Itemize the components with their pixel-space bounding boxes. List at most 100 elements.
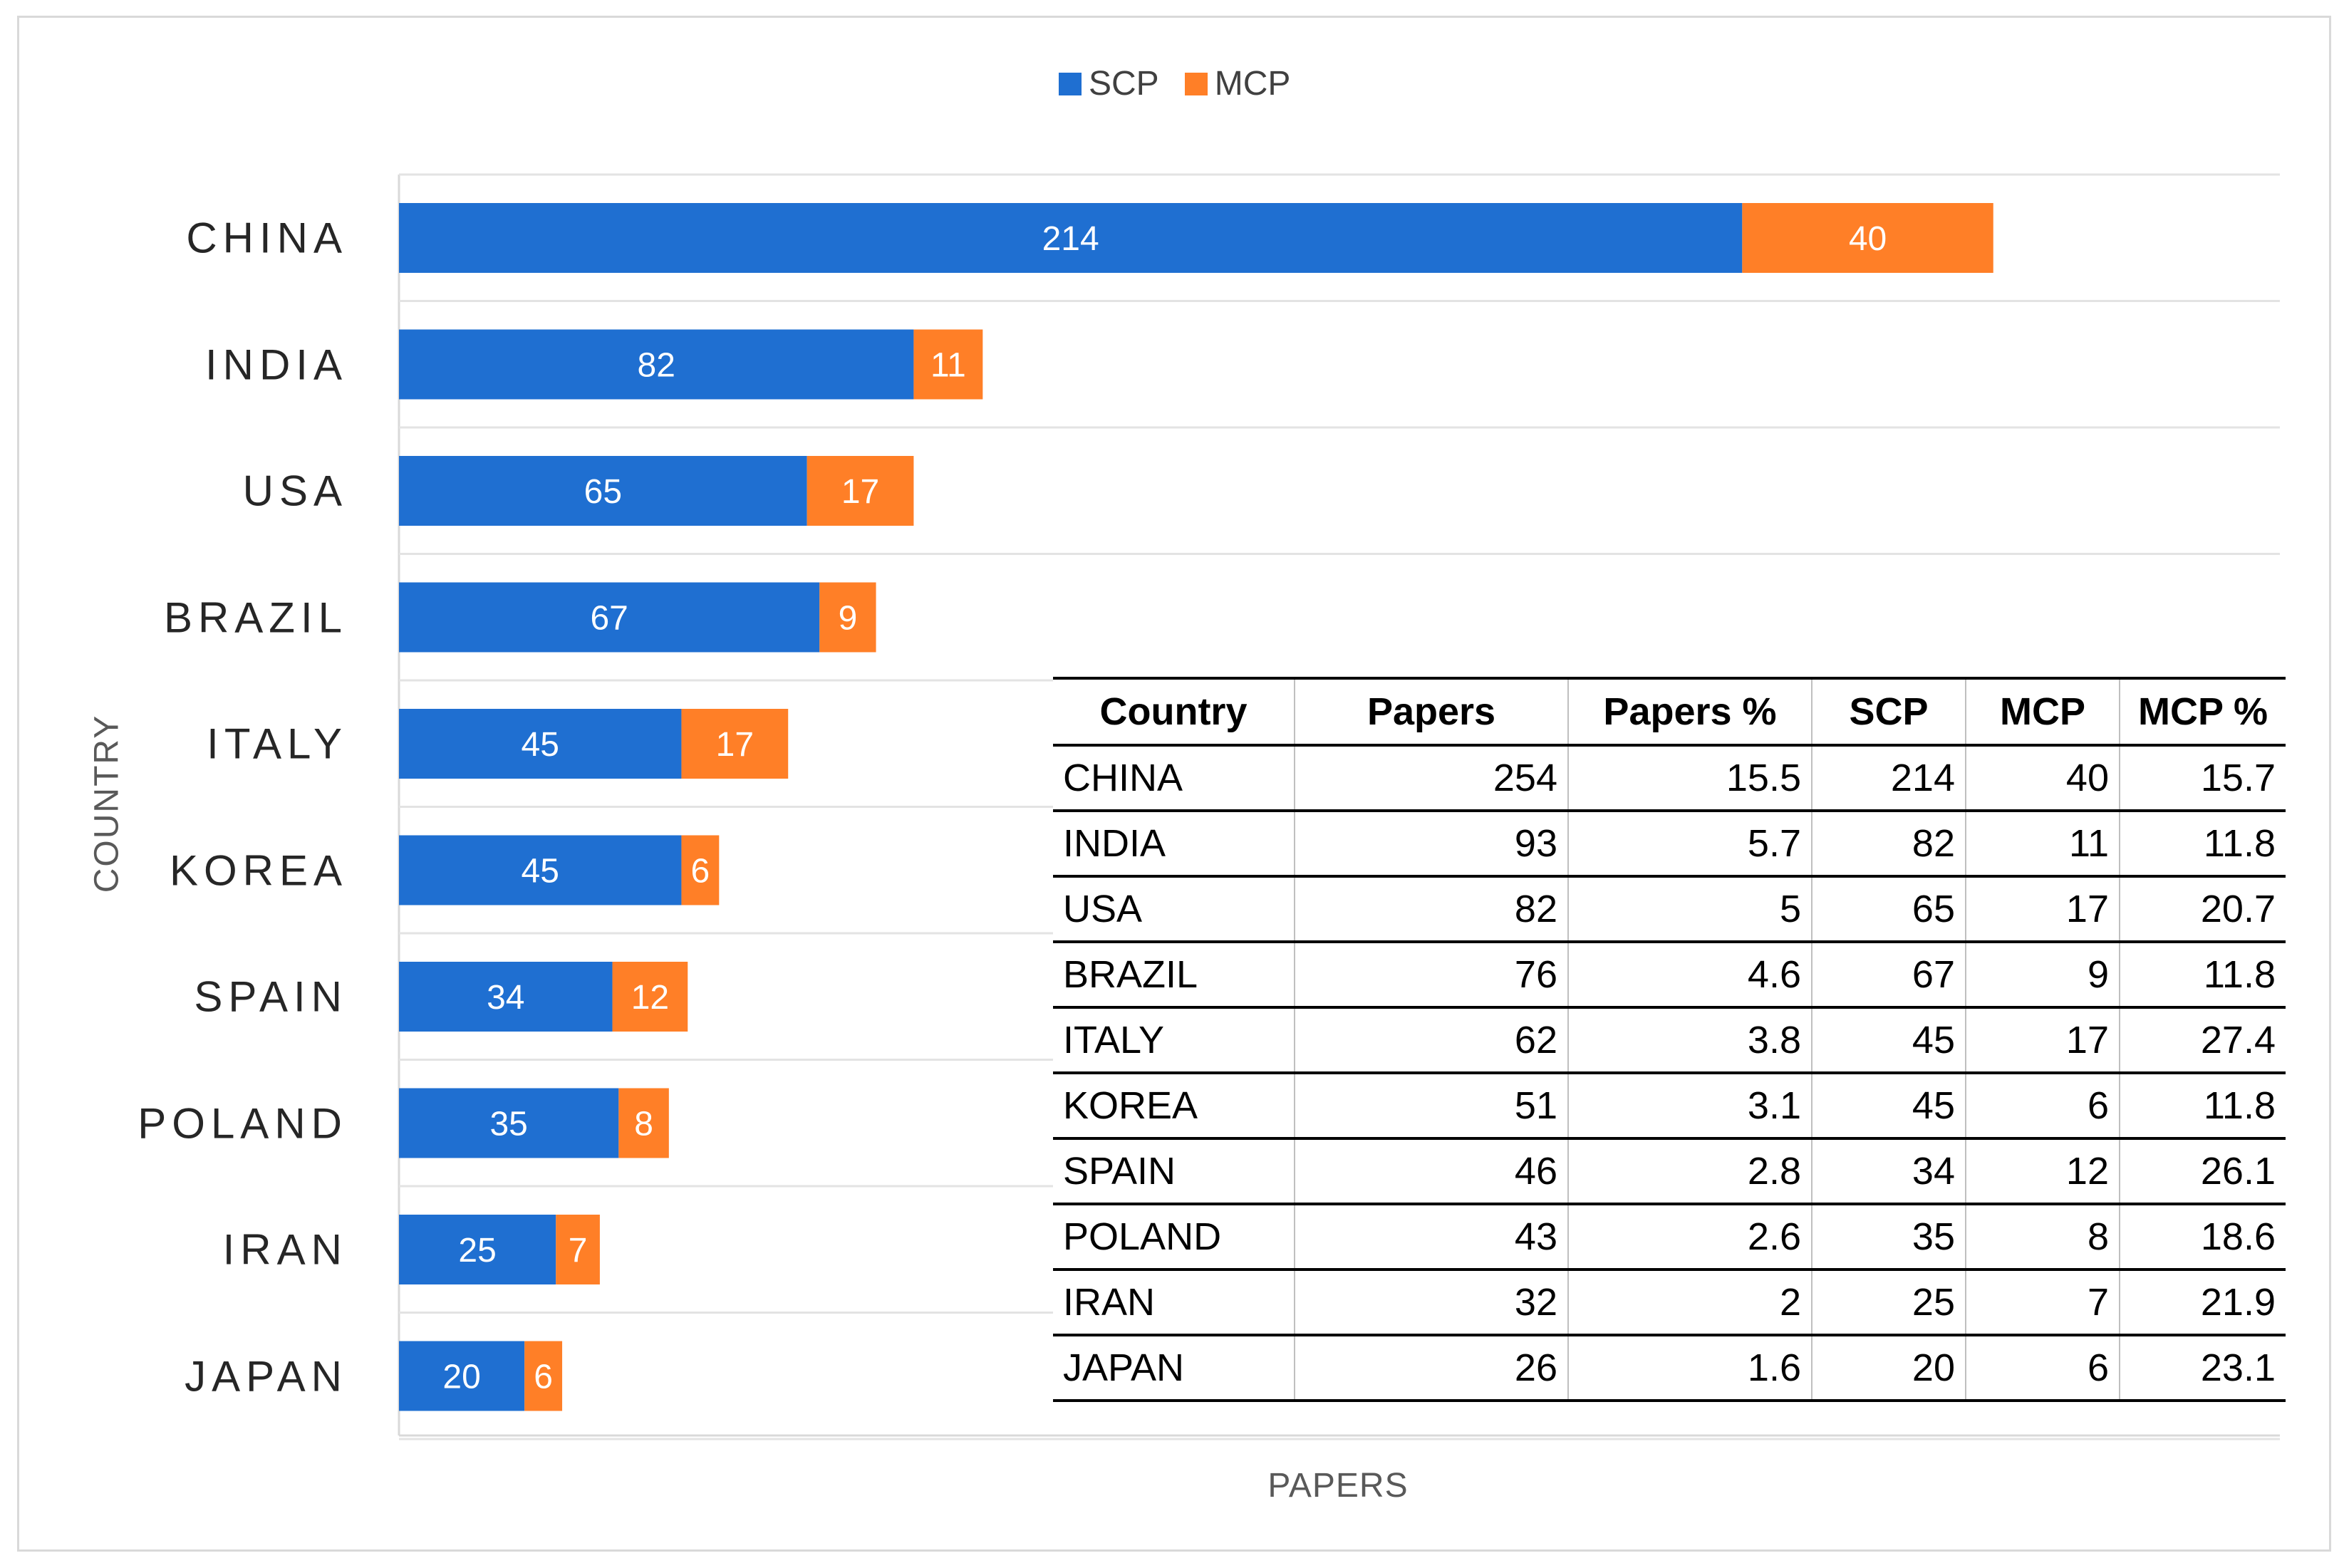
table-row: JAPAN 26 1.6 20 6 23.1 <box>1053 1335 2286 1402</box>
bar-scp-poland <box>399 1088 619 1158</box>
x-axis-label: PAPERS <box>1267 1467 1409 1505</box>
table-header-row: Country Papers Papers % SCP MCP MCP % <box>1053 677 2286 747</box>
table-cell: KOREA <box>1053 1073 1295 1140</box>
category-label-italy: ITALY <box>207 720 348 768</box>
category-label-china: CHINA <box>186 214 348 262</box>
data-label-mcp-japan: 6 <box>534 1359 553 1396</box>
bar-mcp-poland <box>618 1088 669 1158</box>
data-label-scp-china: 214 <box>1042 220 1099 258</box>
category-label-spain: SPAIN <box>194 972 348 1021</box>
table-cell: 11.8 <box>2119 1073 2286 1140</box>
category-label-japan: JAPAN <box>185 1352 348 1400</box>
data-label-mcp-italy: 17 <box>716 726 754 764</box>
y-axis-label: COUNTRY <box>88 714 126 893</box>
table-cell: 8 <box>1965 1204 2120 1271</box>
bar-mcp-iran <box>556 1215 600 1284</box>
table-cell: 7 <box>1965 1270 2120 1336</box>
table-cell: IRAN <box>1053 1270 1295 1336</box>
bar-scp-korea <box>399 835 682 905</box>
table-cell: JAPAN <box>1053 1335 1295 1402</box>
table-cell: 9 <box>1965 942 2120 1009</box>
table-header-cell: MCP % <box>2119 677 2286 747</box>
legend-item-scp: SCP <box>1059 64 1159 103</box>
table-row: ITALY 62 3.8 45 17 27.4 <box>1053 1007 2286 1074</box>
table-cell: 11.8 <box>2119 811 2286 878</box>
table-body: CHINA 254 15.5 214 40 15.7 INDIA 93 5.7 82 11 11.8 U… <box>1053 745 2286 1402</box>
data-label-mcp-korea: 6 <box>691 853 710 891</box>
bar-mcp-korea <box>681 835 720 905</box>
bar-scp-india <box>399 329 914 400</box>
data-table: Country Papers Papers % SCP MCP MCP % CH… <box>1053 677 2286 1402</box>
bar-scp-italy <box>399 709 682 779</box>
category-label-brazil: BRAZIL <box>163 593 348 641</box>
table-cell: 17 <box>1965 876 2120 943</box>
table-cell: 20 <box>1811 1335 1966 1402</box>
data-label-scp-korea: 45 <box>522 853 559 891</box>
category-label-iran: IRAN <box>222 1225 348 1274</box>
table-cell: POLAND <box>1053 1204 1295 1271</box>
bar-mcp-spain <box>612 962 688 1032</box>
bar-mcp-usa <box>807 456 914 526</box>
table-cell: INDIA <box>1053 811 1295 878</box>
table-cell: SPAIN <box>1053 1138 1295 1205</box>
table-cell: 32 <box>1294 1270 1568 1336</box>
bar-mcp-italy <box>681 709 789 779</box>
table-cell: 5.7 <box>1567 811 1812 878</box>
table-header-cell: MCP <box>1965 677 2120 747</box>
table-cell: 23.1 <box>2119 1335 2286 1402</box>
table-cell: ITALY <box>1053 1007 1295 1074</box>
table-cell: 15.5 <box>1567 745 1812 812</box>
table-cell: 35 <box>1811 1204 1966 1271</box>
table-cell: 18.6 <box>2119 1204 2286 1271</box>
table-cell: 65 <box>1811 876 1966 943</box>
table-cell: 3.1 <box>1567 1073 1812 1140</box>
table-cell: 82 <box>1294 876 1568 943</box>
table-cell: 15.7 <box>2119 745 2286 812</box>
table-cell: 21.9 <box>2119 1270 2286 1336</box>
table-cell: 6 <box>1965 1335 2120 1402</box>
table-cell: 11 <box>1965 811 2120 878</box>
data-label-scp-india: 82 <box>638 347 675 385</box>
bar-scp-japan <box>399 1341 525 1411</box>
data-label-scp-iran: 25 <box>458 1232 496 1270</box>
data-label-mcp-usa: 17 <box>841 473 879 511</box>
data-label-scp-italy: 45 <box>522 726 559 764</box>
legend-item-mcp: MCP <box>1184 64 1291 103</box>
table-cell: 2.6 <box>1567 1204 1812 1271</box>
data-label-mcp-iran: 7 <box>569 1232 588 1270</box>
table-row: POLAND 43 2.6 35 8 18.6 <box>1053 1204 2286 1271</box>
table-cell: USA <box>1053 876 1295 943</box>
category-label-india: INDIA <box>204 341 348 388</box>
bar-scp-spain <box>399 962 613 1032</box>
table-cell: 1.6 <box>1567 1335 1812 1402</box>
table-row: INDIA 93 5.7 82 11 11.8 <box>1053 811 2286 878</box>
table-header-cell: SCP <box>1811 677 1966 747</box>
bar-scp-brazil <box>399 582 820 653</box>
bar-scp-china <box>399 203 1743 273</box>
data-label-mcp-poland: 8 <box>634 1106 653 1143</box>
data-label-scp-spain: 34 <box>487 979 524 1017</box>
table-cell: 45 <box>1811 1073 1966 1140</box>
table-cell: 4.6 <box>1567 942 1812 1009</box>
data-label-scp-brazil: 67 <box>590 600 628 638</box>
data-label-mcp-brazil: 9 <box>839 600 858 638</box>
legend: SCP MCP <box>1059 64 1290 103</box>
table-row: KOREA 51 3.1 45 6 11.8 <box>1053 1073 2286 1140</box>
legend-label-mcp: MCP <box>1214 65 1291 103</box>
table-cell: 45 <box>1811 1007 1966 1074</box>
table-cell: 214 <box>1811 745 1966 812</box>
bar-scp-iran <box>399 1215 556 1284</box>
table-cell: 93 <box>1294 811 1568 878</box>
table-cell: 254 <box>1294 745 1568 812</box>
table-cell: 27.4 <box>2119 1007 2286 1074</box>
table-cell: 62 <box>1294 1007 1568 1074</box>
table-cell: 2.8 <box>1567 1138 1812 1205</box>
data-label-mcp-spain: 12 <box>631 979 669 1017</box>
table-cell: 6 <box>1965 1073 2120 1140</box>
table-cell: 46 <box>1294 1138 1568 1205</box>
table-cell: 5 <box>1567 876 1812 943</box>
table-cell: 17 <box>1965 1007 2120 1074</box>
table-row: IRAN 32 2 25 7 21.9 <box>1053 1270 2286 1336</box>
table-cell: 12 <box>1965 1138 2120 1205</box>
table-cell: 34 <box>1811 1138 1966 1205</box>
